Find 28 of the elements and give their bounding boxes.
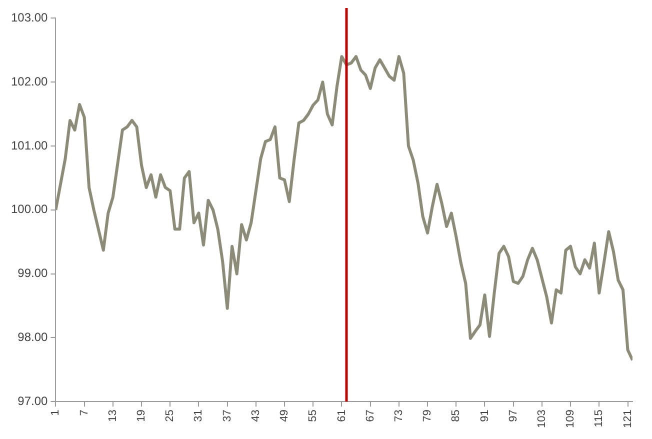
x-tick-label: 115 [593, 410, 606, 428]
x-tick-label: 85 [450, 410, 462, 422]
x-tick-label: 73 [392, 410, 405, 422]
y-tick-label: 99.00 [18, 266, 48, 280]
x-tick-label: 13 [106, 410, 119, 422]
x-tick-label: 61 [336, 410, 348, 422]
x-tick-label: 121 [622, 410, 634, 428]
x-tick-label: 31 [192, 410, 205, 422]
x-tick-label: 49 [278, 410, 291, 422]
x-tick-label: 103 [536, 410, 548, 428]
x-tick-label: 91 [478, 410, 491, 422]
x-tick-label: 1 [50, 410, 62, 416]
y-tick-label: 100.00 [11, 202, 48, 216]
x-tick-label: 55 [307, 410, 320, 422]
x-tick-label: 25 [164, 410, 176, 422]
y-tick-label: 103.00 [11, 10, 48, 25]
x-tick-label: 109 [564, 410, 577, 428]
x-tick-label: 37 [221, 410, 234, 422]
x-tick-label: 97 [507, 410, 520, 422]
y-tick-label: 98.00 [18, 330, 48, 344]
x-tick-label: 19 [136, 410, 148, 422]
x-tick-label: 7 [78, 410, 90, 416]
x-tick-label: 43 [250, 410, 262, 422]
y-tick-label: 102.00 [11, 74, 48, 88]
y-tick-label: 97.00 [18, 394, 48, 408]
x-tick-label: 67 [364, 410, 376, 422]
y-tick-label: 101.00 [11, 138, 48, 152]
x-tick-label: 79 [422, 410, 434, 422]
